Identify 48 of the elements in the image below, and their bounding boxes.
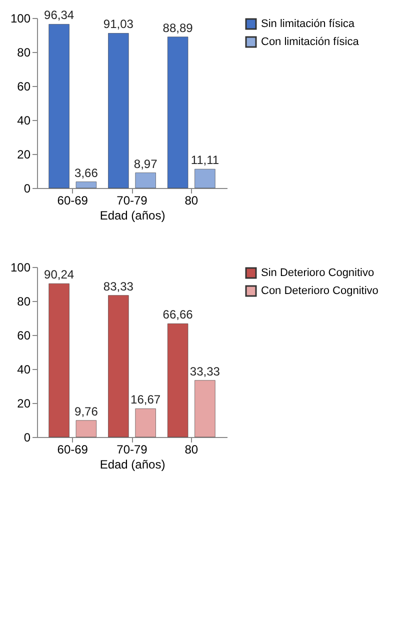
legend-label: Con limitación física xyxy=(261,36,360,48)
bar xyxy=(135,408,156,438)
bar xyxy=(167,36,188,188)
bar xyxy=(76,182,97,188)
y-tick-label: 40 xyxy=(17,362,31,376)
bar xyxy=(108,295,129,438)
x-tick-label: 80 xyxy=(184,442,198,456)
data-label: 88,89 xyxy=(162,20,194,35)
data-label: 66,66 xyxy=(162,308,194,322)
bar xyxy=(48,24,70,188)
x-axis-title: Edad (años) xyxy=(100,208,166,222)
y-tick-label: 40 xyxy=(17,114,31,128)
bar xyxy=(76,420,97,438)
y-tick-label: 80 xyxy=(17,46,31,60)
y-tick-label: 0 xyxy=(24,430,31,444)
bar xyxy=(108,33,129,188)
data-label: 90,24 xyxy=(44,268,74,282)
legend-label: Sin Deterioro Cognitivo xyxy=(261,267,374,279)
bar xyxy=(194,168,216,188)
data-label: 16,67 xyxy=(130,392,161,407)
x-axis-title: Edad (años) xyxy=(100,458,166,472)
data-label: 8,97 xyxy=(134,156,158,171)
x-tick-label: 60-69 xyxy=(57,442,88,456)
legend-label: Sin limitación física xyxy=(261,18,356,30)
y-tick-label: 100 xyxy=(10,12,31,26)
y-tick-label: 0 xyxy=(24,182,31,196)
bar xyxy=(167,324,188,438)
x-tick-label: 60-69 xyxy=(57,194,88,208)
y-tick-label: 60 xyxy=(17,328,31,342)
y-tick-label: 80 xyxy=(17,294,31,308)
y-tick-label: 20 xyxy=(17,396,31,410)
y-tick-label: 60 xyxy=(17,80,31,94)
bar xyxy=(135,172,156,188)
y-tick-label: 20 xyxy=(17,148,31,162)
bar xyxy=(194,380,216,438)
x-tick-label: 70-79 xyxy=(116,442,148,456)
bar xyxy=(48,283,70,438)
y-tick-label: 100 xyxy=(10,260,31,274)
data-label: 91,03 xyxy=(103,17,134,32)
legend-label: Con Deterioro Cognitivo xyxy=(261,285,378,297)
data-label: 9,76 xyxy=(74,404,98,418)
data-label: 33,33 xyxy=(190,364,220,378)
x-tick-label: 80 xyxy=(184,194,198,208)
data-label: 11,11 xyxy=(190,153,220,168)
x-tick-label: 70-79 xyxy=(116,194,148,208)
data-label: 3,66 xyxy=(74,166,98,180)
data-label: 83,33 xyxy=(103,279,134,294)
data-label: 96,34 xyxy=(44,8,74,22)
